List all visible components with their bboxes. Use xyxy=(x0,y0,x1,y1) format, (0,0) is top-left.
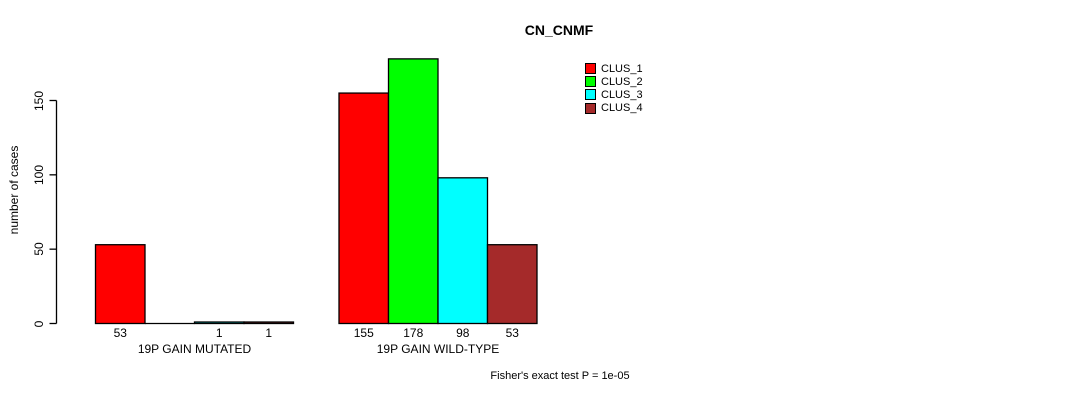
legend-swatch-clus_4 xyxy=(585,102,596,114)
legend-label: CLUS_2 xyxy=(601,75,643,88)
bar-value-label: 155 xyxy=(353,326,374,340)
y-tick-label: 100 xyxy=(31,164,46,185)
bar-clus_2-wildtype xyxy=(387,58,439,325)
bar-clus_1-mutated xyxy=(94,244,146,325)
legend-label: CLUS_4 xyxy=(601,102,643,115)
y-axis xyxy=(49,99,58,325)
bar-value-label: 53 xyxy=(505,326,519,340)
bar-value-label: 178 xyxy=(403,326,424,340)
bar-clus_4-mutated xyxy=(243,321,295,325)
y-axis-title: number of cases xyxy=(7,145,21,235)
legend-swatch-clus_2 xyxy=(585,76,596,88)
legend-label: CLUS_3 xyxy=(601,88,643,101)
legend-row-clus_3: CLUS_3 xyxy=(585,88,643,101)
legend-row-clus_1: CLUS_1 xyxy=(585,62,643,75)
legend-row-clus_2: CLUS_2 xyxy=(585,75,643,88)
bar-clus_3-mutated xyxy=(193,321,245,325)
y-tick-label: 150 xyxy=(31,90,46,111)
bar-clus_3-wildtype xyxy=(437,177,489,325)
y-tick-label: 0 xyxy=(31,320,46,327)
legend: CLUS_1 CLUS_2 CLUS_3 CLUS_4 xyxy=(585,62,643,115)
bar-value-label: 1 xyxy=(215,326,223,340)
bar-value-label: 53 xyxy=(113,326,127,340)
bars xyxy=(94,58,538,325)
legend-row-clus_4: CLUS_4 xyxy=(585,102,643,115)
chart-title: CN_CNMF xyxy=(524,22,594,38)
y-tick-label: 50 xyxy=(31,242,46,256)
legend-swatch-clus_1 xyxy=(585,63,596,75)
x-group-label-mutated: 19P GAIN MUTATED xyxy=(137,342,252,356)
legend-label: CLUS_1 xyxy=(601,62,643,75)
x-group-label-wildtype: 19P GAIN WILD-TYPE xyxy=(376,342,500,356)
legend-swatch-clus_3 xyxy=(585,89,596,101)
bar-value-label: 1 xyxy=(265,326,273,340)
bar-clus_1-wildtype xyxy=(338,92,390,325)
bar-value-label: 98 xyxy=(456,326,470,340)
fisher-test-footnote: Fisher's exact test P = 1e-05 xyxy=(490,370,630,382)
bar-clus_4-wildtype xyxy=(486,244,538,325)
